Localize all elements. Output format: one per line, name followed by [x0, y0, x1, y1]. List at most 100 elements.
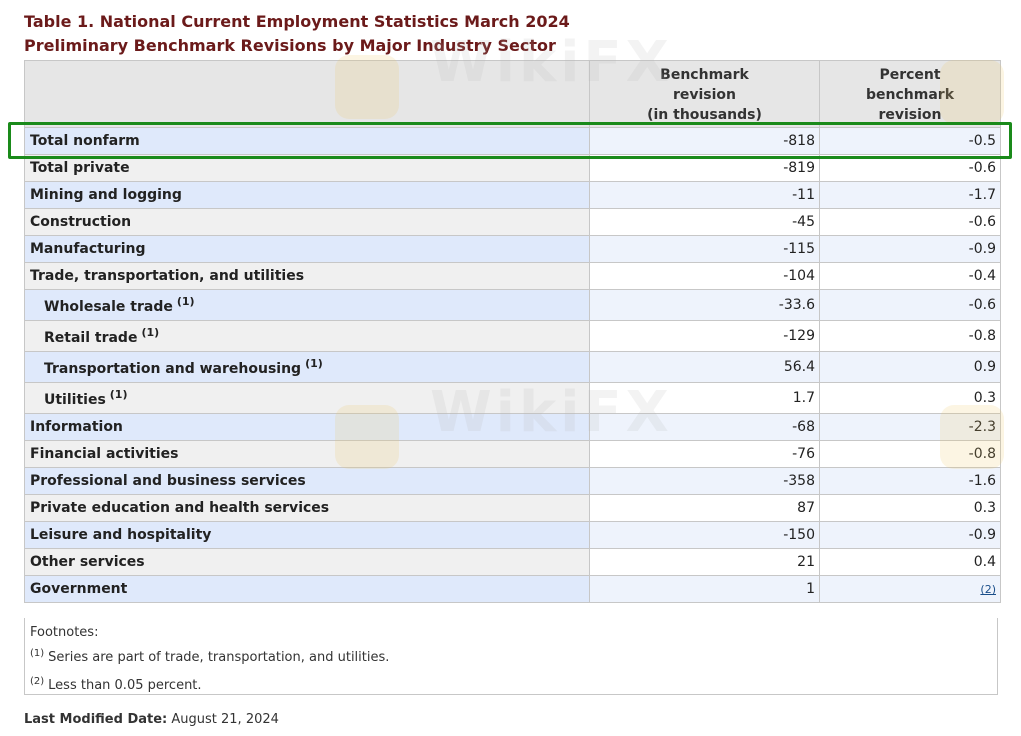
- row-revision: -150: [589, 521, 820, 549]
- row-percent: 0.3: [819, 494, 1001, 522]
- row-percent: 0.9: [819, 351, 1001, 383]
- last-modified: Last Modified Date: August 21, 2024: [24, 712, 279, 727]
- row-revision: 56.4: [589, 351, 820, 383]
- row-percent: -0.8: [819, 320, 1001, 352]
- footnote-mark: (1): [30, 648, 45, 659]
- row-revision: -104: [589, 262, 820, 290]
- row-revision: -818: [589, 127, 820, 155]
- row-label-cell: Wholesale trade (1): [24, 289, 590, 321]
- row-revision: 21: [589, 548, 820, 576]
- row-label: Utilities: [44, 392, 106, 408]
- table-row: Trade, transportation, and utilities -10…: [24, 262, 1001, 290]
- table-row: Construction -45 -0.6: [24, 208, 1001, 236]
- row-label-cell: Transportation and warehousing (1): [24, 351, 590, 383]
- row-percent: -0.6: [819, 208, 1001, 236]
- row-revision: -358: [589, 467, 820, 495]
- table-row: Retail trade (1) -129 -0.8: [24, 320, 1001, 352]
- row-label: Total private: [24, 154, 590, 182]
- row-label: Other services: [24, 548, 590, 576]
- row-label-cell: Retail trade (1): [24, 320, 590, 352]
- row-label-cell: Utilities (1): [24, 382, 590, 414]
- row-revision: 1.7: [589, 382, 820, 414]
- footnote-marker: (1): [141, 326, 160, 339]
- row-label: Trade, transportation, and utilities: [24, 262, 590, 290]
- table-row: Private education and health services 87…: [24, 494, 1001, 522]
- footnote-marker: (1): [109, 388, 128, 401]
- last-modified-date: August 21, 2024: [171, 712, 279, 727]
- table-row: Financial activities -76 -0.8: [24, 440, 1001, 468]
- row-label: Professional and business services: [24, 467, 590, 495]
- row-revision: -76: [589, 440, 820, 468]
- row-label: Financial activities: [24, 440, 590, 468]
- row-label: Total nonfarm: [24, 127, 590, 155]
- employment-revisions-table: Benchmark revision (in thousands) Percen…: [24, 60, 1001, 603]
- table-row: Other services 21 0.4: [24, 548, 1001, 576]
- table-row: Total private -819 -0.6: [24, 154, 1001, 182]
- row-percent: -0.9: [819, 235, 1001, 263]
- row-percent: -0.6: [819, 289, 1001, 321]
- row-label: Information: [24, 413, 590, 441]
- row-revision: 87: [589, 494, 820, 522]
- table-row: Total nonfarm -818 -0.5: [24, 127, 1001, 155]
- row-label: Private education and health services: [24, 494, 590, 522]
- header-row: Benchmark revision (in thousands) Percen…: [24, 60, 1001, 128]
- table-row: Manufacturing -115 -0.9: [24, 235, 1001, 263]
- row-percent: -0.6: [819, 154, 1001, 182]
- last-modified-label: Last Modified Date:: [24, 712, 168, 727]
- header-text: benchmark: [866, 87, 954, 103]
- table-row: Government 1 (2): [24, 575, 1001, 603]
- row-revision: -819: [589, 154, 820, 182]
- table-title-line2: Preliminary Benchmark Revisions by Major…: [24, 36, 556, 55]
- footnote-mark: (2): [30, 676, 45, 687]
- header-text: (in thousands): [647, 107, 762, 123]
- row-label: Wholesale trade: [44, 299, 173, 315]
- footnote-link[interactable]: (2): [980, 583, 996, 596]
- table-row: Mining and logging -11 -1.7: [24, 181, 1001, 209]
- table-title-line1: Table 1. National Current Employment Sta…: [24, 12, 570, 31]
- row-label: Construction: [24, 208, 590, 236]
- row-label: Mining and logging: [24, 181, 590, 209]
- row-percent: -1.6: [819, 467, 1001, 495]
- row-percent: -0.4: [819, 262, 1001, 290]
- header-text: Percent: [879, 67, 941, 83]
- row-revision: -45: [589, 208, 820, 236]
- row-percent: -2.3: [819, 413, 1001, 441]
- table-row: Wholesale trade (1) -33.6 -0.6: [24, 289, 1001, 321]
- row-percent: -0.5: [819, 127, 1001, 155]
- row-revision: -115: [589, 235, 820, 263]
- row-label: Leisure and hospitality: [24, 521, 590, 549]
- footnote-marker: (1): [305, 357, 323, 370]
- footnotes-section: Footnotes: (1) Series are part of trade, …: [24, 618, 998, 695]
- header-text: revision: [672, 87, 737, 103]
- row-label: Government: [24, 575, 590, 603]
- table-row: Information -68 -2.3: [24, 413, 1001, 441]
- row-revision: -33.6: [589, 289, 820, 321]
- row-revision: -129: [589, 320, 820, 352]
- table-row: Leisure and hospitality -150 -0.9: [24, 521, 1001, 549]
- row-label: Manufacturing: [24, 235, 590, 263]
- row-percent: -1.7: [819, 181, 1001, 209]
- row-percent: -0.8: [819, 440, 1001, 468]
- row-percent-cell: (2): [819, 575, 1001, 603]
- row-revision: 1: [589, 575, 820, 603]
- row-percent: -0.9: [819, 521, 1001, 549]
- footnotes-title: Footnotes:: [30, 625, 99, 640]
- footnote-text: Less than 0.05 percent.: [48, 678, 202, 693]
- row-label: Retail trade: [44, 330, 138, 346]
- header-benchmark-revision: Benchmark revision (in thousands): [589, 60, 820, 128]
- table-row: Utilities (1) 1.7 0.3: [24, 382, 1001, 414]
- footnote-text: Series are part of trade, transportation…: [48, 650, 390, 665]
- footnote-marker: (1): [176, 295, 195, 308]
- header-text: Benchmark: [660, 67, 749, 83]
- row-revision: -68: [589, 413, 820, 441]
- header-stub: [24, 60, 590, 128]
- row-percent: 0.4: [819, 548, 1001, 576]
- footnote-item: (1) Series are part of trade, transportat…: [30, 642, 992, 670]
- table-title: Table 1. National Current Employment Sta…: [24, 10, 570, 58]
- row-label: Transportation and warehousing: [44, 361, 302, 377]
- row-revision: -11: [589, 181, 820, 209]
- header-text: revision: [878, 107, 942, 123]
- table-row: Professional and business services -358 …: [24, 467, 1001, 495]
- table-row: Transportation and warehousing (1) 56.4 0…: [24, 351, 1001, 383]
- header-percent-revision: Percent benchmark revision: [819, 60, 1001, 128]
